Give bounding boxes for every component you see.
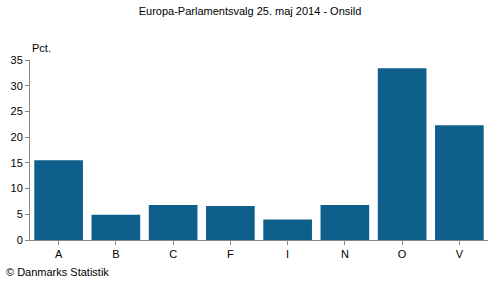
svg-text:C: C (169, 248, 177, 260)
svg-text:F: F (227, 248, 234, 260)
svg-text:25: 25 (11, 105, 23, 117)
svg-text:Europa-Parlamentsvalg 25. maj: Europa-Parlamentsvalg 25. maj 2014 - Ons… (139, 5, 362, 17)
svg-text:15: 15 (11, 157, 23, 169)
svg-text:B: B (112, 248, 119, 260)
svg-text:0: 0 (17, 234, 23, 246)
svg-text:20: 20 (11, 131, 23, 143)
svg-text:O: O (398, 248, 407, 260)
svg-text:A: A (55, 248, 63, 260)
svg-text:10: 10 (11, 182, 23, 194)
svg-text:N: N (341, 248, 349, 260)
svg-text:V: V (456, 248, 464, 260)
svg-text:35: 35 (11, 54, 23, 66)
svg-text:© Danmarks Statistik: © Danmarks Statistik (6, 266, 109, 278)
svg-text:5: 5 (17, 208, 23, 220)
svg-text:30: 30 (11, 80, 23, 92)
svg-text:Pct.: Pct. (32, 42, 51, 54)
svg-text:I: I (286, 248, 289, 260)
